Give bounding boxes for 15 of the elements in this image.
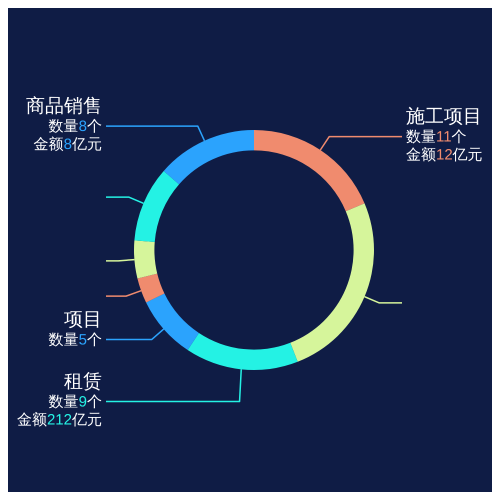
text: 金额212亿元 bbox=[16, 412, 102, 429]
slice-label: 项目 bbox=[64, 310, 102, 331]
slice-label: 租赁 bbox=[64, 372, 102, 393]
data-label: 数量8个 bbox=[48, 118, 102, 136]
slice-label: 施工项目 bbox=[406, 106, 482, 128]
text: 金额12亿元 bbox=[406, 146, 483, 164]
slice-label: 商品销售 bbox=[26, 95, 102, 118]
text: 金额8亿元 bbox=[34, 136, 102, 154]
data-label: 数量5个 bbox=[48, 332, 102, 349]
donut-slice bbox=[134, 170, 180, 242]
donut-slice bbox=[290, 203, 374, 362]
donut-slice bbox=[134, 240, 158, 278]
data-label: 数量9个 bbox=[48, 394, 102, 411]
data-label: 数量11个 bbox=[406, 128, 467, 146]
donut-slice bbox=[137, 274, 164, 302]
